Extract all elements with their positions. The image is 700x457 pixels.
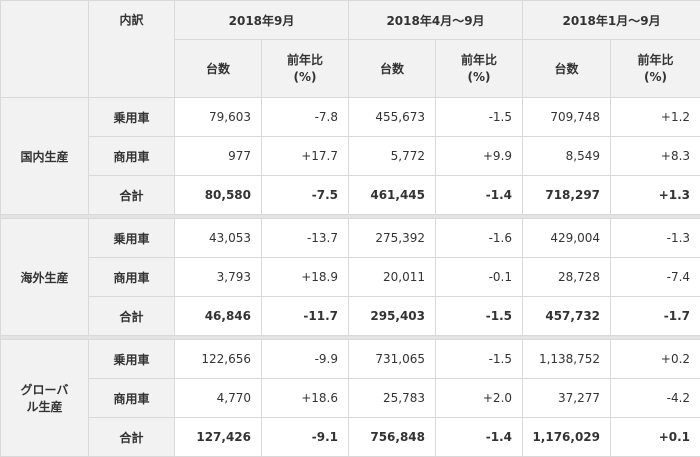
cell: 4,770: [175, 379, 262, 418]
cell: -1.5: [436, 98, 523, 137]
cell: -1.7: [611, 297, 700, 336]
yoy-unit: (%): [294, 70, 317, 84]
table-row-total: 合計 46,846 -11.7 295,403 -1.5 457,732 -1.…: [1, 297, 700, 336]
table-row: 商用車 977 +17.7 5,772 +9.9 8,549 +8.3: [1, 137, 700, 176]
cell: +17.7: [262, 137, 349, 176]
row-label: 乗用車: [89, 340, 175, 379]
table-row: グローバル生産 乗用車 122,656 -9.9 731,065 -1.5 1,…: [1, 340, 700, 379]
cell: -1.4: [436, 176, 523, 215]
cell: +2.0: [436, 379, 523, 418]
group-label-overseas: 海外生産: [1, 219, 89, 336]
cell: 37,277: [523, 379, 611, 418]
cell: -7.8: [262, 98, 349, 137]
yoy-header: 前年比 (%): [262, 40, 349, 98]
cell: 1,138,752: [523, 340, 611, 379]
yoy-label: 前年比: [461, 53, 497, 67]
yoy-label: 前年比: [638, 53, 674, 67]
cell: -9.1: [262, 418, 349, 457]
cell: 46,846: [175, 297, 262, 336]
cell: 709,748: [523, 98, 611, 137]
cell: 80,580: [175, 176, 262, 215]
cell: -7.5: [262, 176, 349, 215]
yoy-header: 前年比 (%): [436, 40, 523, 98]
group-label-global: グローバル生産: [1, 340, 89, 457]
table-row: 商用車 4,770 +18.6 25,783 +2.0 37,277 -4.2: [1, 379, 700, 418]
corner-cell: [1, 1, 89, 98]
cell: 79,603: [175, 98, 262, 137]
row-label: 乗用車: [89, 98, 175, 137]
table-row-total: 合計 80,580 -7.5 461,445 -1.4 718,297 +1.3: [1, 176, 700, 215]
period-header-apr-sep: 2018年4月～9月: [349, 1, 523, 40]
row-label: 商用車: [89, 379, 175, 418]
cell: +8.3: [611, 137, 700, 176]
yoy-unit: (%): [644, 70, 667, 84]
cell: 28,728: [523, 258, 611, 297]
cell: +0.1: [611, 418, 700, 457]
cell: 3,793: [175, 258, 262, 297]
row-label: 合計: [89, 418, 175, 457]
cell: 8,549: [523, 137, 611, 176]
period-header-sep: 2018年9月: [175, 1, 349, 40]
breakdown-header: 内訳: [89, 1, 175, 98]
cell: 43,053: [175, 219, 262, 258]
cell: 718,297: [523, 176, 611, 215]
cell: 127,426: [175, 418, 262, 457]
units-header: 台数: [175, 40, 262, 98]
table-row-total: 合計 127,426 -9.1 756,848 -1.4 1,176,029 +…: [1, 418, 700, 457]
cell: 25,783: [349, 379, 436, 418]
row-label: 合計: [89, 176, 175, 215]
cell: 122,656: [175, 340, 262, 379]
cell: -11.7: [262, 297, 349, 336]
cell: 295,403: [349, 297, 436, 336]
cell: 731,065: [349, 340, 436, 379]
cell: +1.2: [611, 98, 700, 137]
yoy-unit: (%): [468, 70, 491, 84]
cell: 457,732: [523, 297, 611, 336]
group-label-global-line1: グローバ: [21, 383, 69, 397]
cell: -7.4: [611, 258, 700, 297]
cell: -1.5: [436, 297, 523, 336]
table-row: 商用車 3,793 +18.9 20,011 -0.1 28,728 -7.4: [1, 258, 700, 297]
cell: 756,848: [349, 418, 436, 457]
row-label: 商用車: [89, 137, 175, 176]
table-row: 国内生産 乗用車 79,603 -7.8 455,673 -1.5 709,74…: [1, 98, 700, 137]
cell: +9.9: [436, 137, 523, 176]
cell: 5,772: [349, 137, 436, 176]
row-label: 合計: [89, 297, 175, 336]
row-label: 商用車: [89, 258, 175, 297]
row-label: 乗用車: [89, 219, 175, 258]
cell: 461,445: [349, 176, 436, 215]
cell: -4.2: [611, 379, 700, 418]
units-header: 台数: [349, 40, 436, 98]
cell: 977: [175, 137, 262, 176]
group-label-global-line2: ル生産: [26, 400, 62, 414]
cell: -9.9: [262, 340, 349, 379]
cell: 20,011: [349, 258, 436, 297]
cell: 455,673: [349, 98, 436, 137]
cell: 429,004: [523, 219, 611, 258]
cell: -1.4: [436, 418, 523, 457]
period-header-jan-sep: 2018年1月～9月: [523, 1, 700, 40]
cell: 275,392: [349, 219, 436, 258]
cell: -0.1: [436, 258, 523, 297]
table-row: 海外生産 乗用車 43,053 -13.7 275,392 -1.6 429,0…: [1, 219, 700, 258]
units-header: 台数: [523, 40, 611, 98]
yoy-header: 前年比 (%): [611, 40, 700, 98]
cell: +1.3: [611, 176, 700, 215]
cell: +0.2: [611, 340, 700, 379]
cell: -13.7: [262, 219, 349, 258]
group-label-domestic: 国内生産: [1, 98, 89, 215]
yoy-label: 前年比: [287, 53, 323, 67]
cell: -1.5: [436, 340, 523, 379]
cell: +18.9: [262, 258, 349, 297]
cell: +18.6: [262, 379, 349, 418]
cell: -1.6: [436, 219, 523, 258]
cell: -1.3: [611, 219, 700, 258]
cell: 1,176,029: [523, 418, 611, 457]
